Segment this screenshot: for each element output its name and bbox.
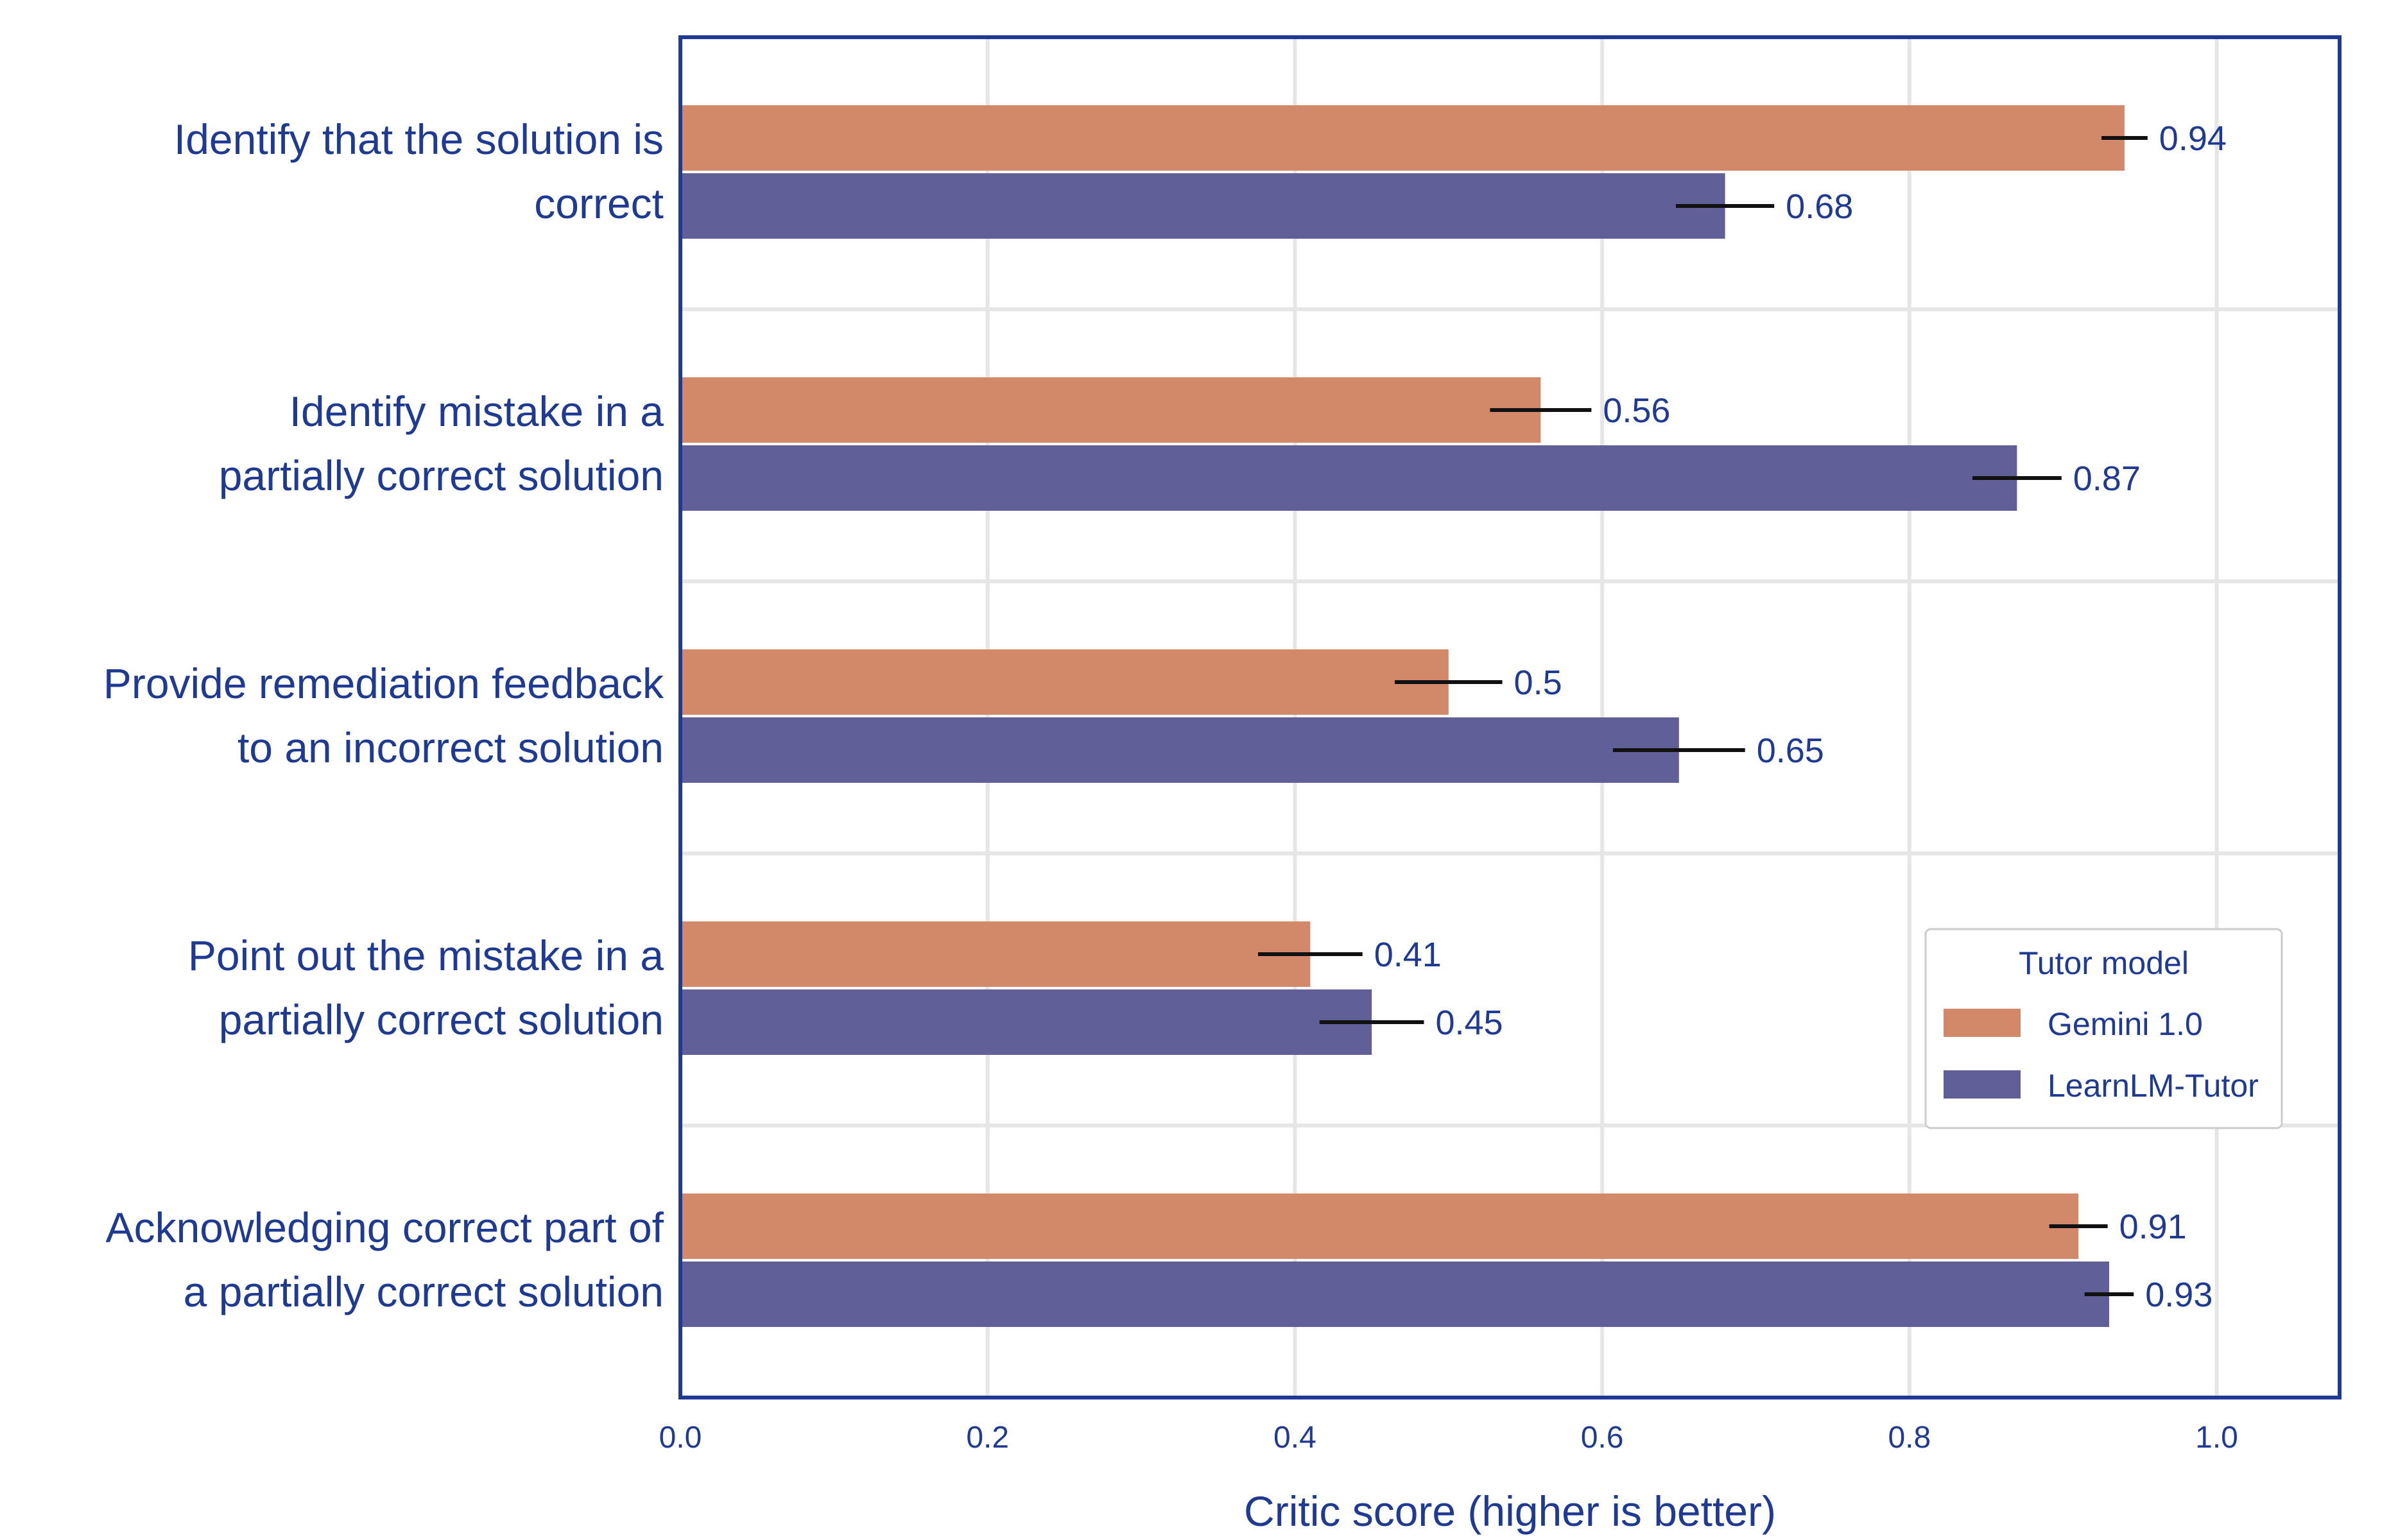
value-labels: 0.94 0.68 0.56 0.87 0.5 0.65 0.41 0.45 0.91 0.93 [1374, 119, 2227, 1314]
category-label: to an incorrect solution [237, 724, 664, 771]
x-tick-label: 0.6 [1581, 1421, 1624, 1455]
bar-gemini [680, 1194, 2079, 1259]
legend-swatch-learnlm [1944, 1070, 2021, 1099]
x-tick-label: 0.2 [966, 1421, 1009, 1455]
bar-learnlm [680, 1262, 2109, 1327]
legend-title: Tutor model [2019, 945, 2189, 981]
category-label: Acknowledging correct part of [106, 1204, 664, 1251]
category-label: Provide remediation feedback [103, 660, 664, 707]
legend-label-gemini: Gemini 1.0 [2048, 1006, 2203, 1042]
bar-gemini [680, 649, 1449, 715]
category-label: partially correct solution [219, 996, 664, 1043]
x-tick-label: 0.4 [1273, 1421, 1316, 1455]
category-label: correct [534, 180, 664, 227]
x-tick-labels: 0.0 0.2 0.4 0.6 0.8 1.0 [659, 1421, 2238, 1455]
legend-swatch-gemini [1944, 1009, 2021, 1037]
bar-gemini [680, 105, 2125, 171]
error-bars [1257, 136, 2148, 1296]
value-label: 0.91 [2119, 1208, 2187, 1246]
category-label: a partially correct solution [184, 1268, 664, 1315]
bar-gemini [680, 921, 1311, 987]
value-label: 0.94 [2159, 119, 2227, 158]
bar-learnlm [680, 173, 1725, 239]
category-label: Identify mistake in a [289, 388, 664, 435]
value-label: 0.68 [1786, 187, 1853, 226]
category-labels: Identify that the solution is correct Iden… [103, 116, 664, 1315]
value-label: 0.93 [2145, 1276, 2213, 1314]
value-label: 0.5 [1514, 663, 1562, 702]
bar-learnlm [680, 717, 1679, 783]
value-label: 0.56 [1603, 391, 1670, 430]
plot-frame [678, 35, 2342, 1399]
legend-label-learnlm: LearnLM-Tutor [2048, 1068, 2259, 1104]
bar-gemini [680, 377, 1541, 443]
category-label: partially correct solution [219, 452, 664, 499]
x-tick-label: 1.0 [2195, 1421, 2238, 1455]
x-tick-label: 0.8 [1888, 1421, 1931, 1455]
bar-learnlm [680, 445, 2017, 511]
bar-learnlm [680, 989, 1372, 1055]
category-label: Identify that the solution is [174, 116, 664, 163]
bars [680, 105, 2125, 1327]
x-tick-label: 0.0 [659, 1421, 702, 1455]
value-label: 0.65 [1757, 732, 1824, 770]
category-label: Point out the mistake in a [188, 932, 664, 979]
value-label: 0.41 [1374, 936, 1442, 974]
x-axis-title: Critic score (higher is better) [1244, 1487, 1776, 1535]
value-label: 0.87 [2073, 459, 2141, 498]
legend: Tutor model Gemini 1.0 LearnLM-Tutor [1924, 928, 2283, 1129]
value-label: 0.45 [1435, 1004, 1503, 1042]
